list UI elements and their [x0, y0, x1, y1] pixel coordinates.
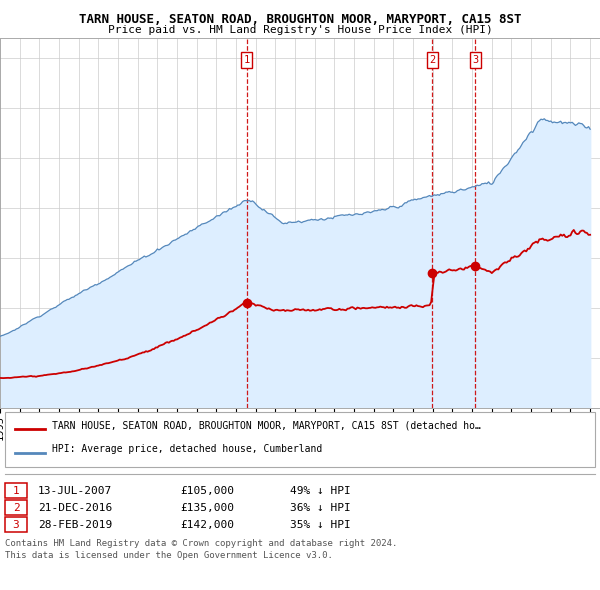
Text: TARN HOUSE, SEATON ROAD, BROUGHTON MOOR, MARYPORT, CA15 8ST (detached ho…: TARN HOUSE, SEATON ROAD, BROUGHTON MOOR,…	[52, 421, 481, 431]
Text: HPI: Average price, detached house, Cumberland: HPI: Average price, detached house, Cumb…	[52, 444, 322, 454]
Bar	[5, 483, 27, 499]
Text: £135,000: £135,000	[180, 503, 234, 513]
Text: 28-FEB-2019: 28-FEB-2019	[38, 520, 112, 530]
Text: 1: 1	[13, 486, 19, 496]
Text: £142,000: £142,000	[180, 520, 234, 530]
Text: Price paid vs. HM Land Registry's House Price Index (HPI): Price paid vs. HM Land Registry's House …	[107, 25, 493, 35]
Bar	[5, 500, 27, 515]
Text: Contains HM Land Registry data © Crown copyright and database right 2024.: Contains HM Land Registry data © Crown c…	[5, 539, 397, 548]
Text: 21-DEC-2016: 21-DEC-2016	[38, 503, 112, 513]
Text: TARN HOUSE, SEATON ROAD, BROUGHTON MOOR, MARYPORT, CA15 8ST: TARN HOUSE, SEATON ROAD, BROUGHTON MOOR,…	[79, 13, 521, 26]
Bar	[5, 517, 27, 532]
Text: 36% ↓ HPI: 36% ↓ HPI	[290, 503, 351, 513]
Text: 3: 3	[472, 55, 478, 65]
Text: 35% ↓ HPI: 35% ↓ HPI	[290, 520, 351, 530]
Text: 1: 1	[244, 55, 250, 65]
Text: 2: 2	[13, 503, 19, 513]
Text: 49% ↓ HPI: 49% ↓ HPI	[290, 486, 351, 496]
Text: 2: 2	[429, 55, 436, 65]
Text: 3: 3	[13, 520, 19, 530]
Bar	[5, 412, 595, 467]
Text: This data is licensed under the Open Government Licence v3.0.: This data is licensed under the Open Gov…	[5, 551, 333, 560]
Text: £105,000: £105,000	[180, 486, 234, 496]
Text: 13-JUL-2007: 13-JUL-2007	[38, 486, 112, 496]
